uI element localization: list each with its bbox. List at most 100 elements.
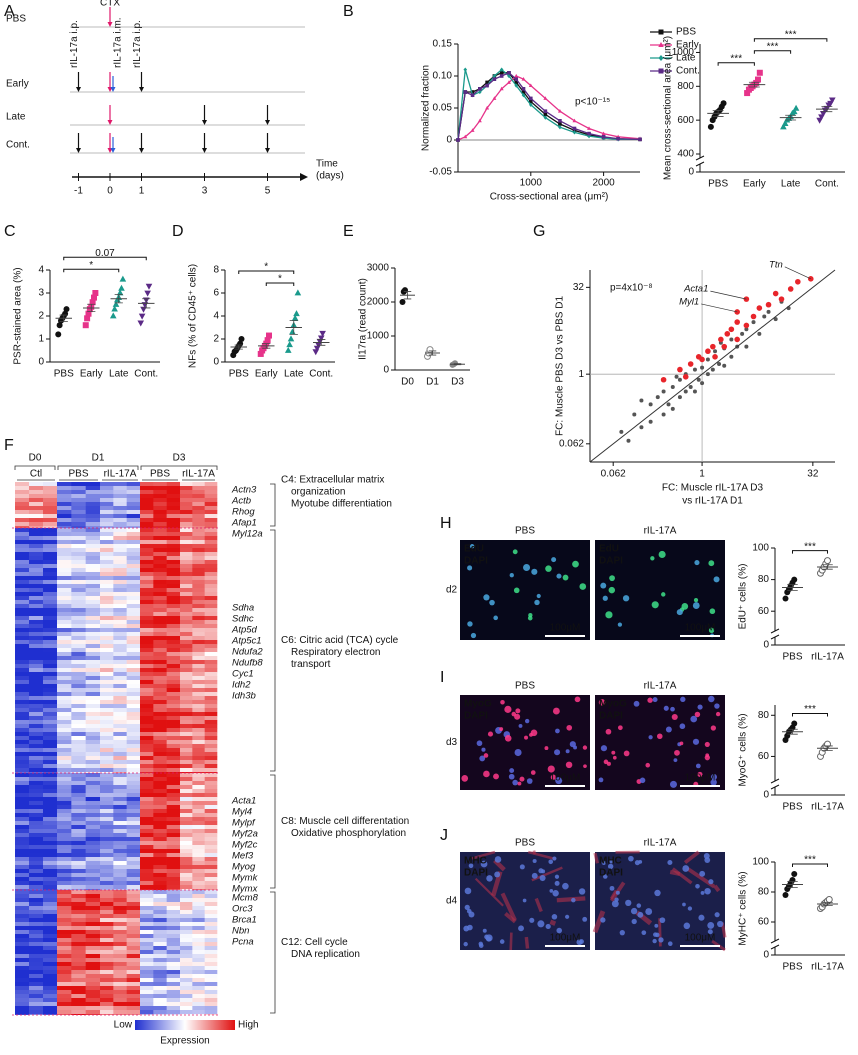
heatmap-cell <box>86 502 101 506</box>
nucleus <box>483 594 489 600</box>
heatmap-cell <box>86 732 101 736</box>
heatmap-cell <box>86 768 101 772</box>
nucleus <box>618 622 622 626</box>
heatmap-cell <box>71 756 86 760</box>
heatmap-cell <box>113 740 127 744</box>
heatmap-cell <box>113 1010 127 1014</box>
heatmap-cell <box>127 958 141 962</box>
heatmap-cell <box>57 994 72 998</box>
nucleus <box>531 770 536 775</box>
sig-label: * <box>278 274 282 285</box>
heatmap-cell <box>153 946 167 950</box>
heatmap-cell <box>205 841 218 845</box>
heatmap-cell <box>100 668 114 672</box>
point <box>688 361 694 367</box>
heatmap-cell <box>180 506 193 510</box>
point <box>678 378 682 382</box>
heatmap-cell <box>29 652 43 656</box>
row-label: PBS <box>6 14 26 25</box>
heatmap-cell <box>192 740 205 744</box>
heatmap-cell <box>127 572 141 576</box>
heatmap-cell <box>43 648 57 652</box>
nucleus <box>514 588 520 594</box>
point <box>671 407 675 411</box>
heatmap-cell <box>153 580 167 584</box>
heatmap-cell <box>15 914 29 918</box>
heatmap-cell <box>15 934 29 938</box>
heatmap-cell <box>15 950 29 954</box>
heatmap-cell <box>153 708 167 712</box>
y-tick-label: 60 <box>758 606 770 617</box>
heatmap-cell <box>100 548 114 552</box>
heatmap-cell <box>167 518 181 522</box>
heatmap-cell <box>127 684 141 688</box>
heatmap-cell <box>140 966 154 970</box>
x-tick-label: 0.062 <box>601 469 626 480</box>
heatmap-cell <box>153 660 167 664</box>
heatmap-cell <box>127 926 141 930</box>
heatmap-cell <box>127 498 141 502</box>
gene-label: Idh2 <box>232 680 251 691</box>
heatmap-cell <box>71 962 86 966</box>
point <box>744 323 750 329</box>
heatmap-cell <box>43 950 57 954</box>
heatmap-cell <box>127 946 141 950</box>
heatmap-cell <box>100 522 114 526</box>
nucleus <box>650 556 654 560</box>
heatmap-cell <box>15 612 29 616</box>
heatmap-cell <box>140 764 154 768</box>
point <box>671 385 675 389</box>
heatmap-cell <box>167 809 181 813</box>
heatmap-cell <box>71 494 86 498</box>
heatmap-cell <box>205 572 218 576</box>
heatmap-cell <box>153 902 167 906</box>
heatmap-cell <box>180 966 193 970</box>
heatmap-cell <box>15 845 29 849</box>
heatmap-cell <box>167 764 181 768</box>
heatmap-cell <box>113 978 127 982</box>
heatmap-cell <box>127 797 141 801</box>
heatmap-cell <box>15 833 29 837</box>
nucleus <box>533 859 537 863</box>
heatmap-cell <box>153 568 167 572</box>
heatmap-cell <box>29 865 43 869</box>
heatmap-cell <box>57 576 72 580</box>
heatmap-cell <box>71 648 86 652</box>
heatmap-cell <box>86 809 101 813</box>
heatmap-cell <box>140 696 154 700</box>
series-line <box>458 73 640 140</box>
cluster-label: Oxidative phosphorylation <box>291 828 406 839</box>
heatmap-cell <box>86 486 101 490</box>
gene-label: Brca1 <box>232 915 257 926</box>
heatmap-cell <box>43 676 57 680</box>
heatmap-cell <box>43 564 57 568</box>
heatmap-cell <box>167 805 181 809</box>
heatmap-cell <box>29 966 43 970</box>
heatmap-cell <box>57 756 72 760</box>
heatmap-cell <box>113 700 127 704</box>
point <box>744 345 748 349</box>
heatmap-cell <box>180 744 193 748</box>
heatmap-cell <box>113 536 127 540</box>
nucleus <box>544 746 548 750</box>
heatmap-cell <box>57 793 72 797</box>
heatmap-cell <box>153 692 167 696</box>
x-tick-label: Cont. <box>309 369 333 380</box>
heatmap-cell <box>153 652 167 656</box>
y-tick-label: -0.05 <box>429 167 452 178</box>
heatmap-cell <box>192 865 205 869</box>
heatmap-cell <box>113 914 127 918</box>
heatmap-cell <box>180 612 193 616</box>
heatmap-cell <box>153 990 167 994</box>
point <box>639 425 643 429</box>
heatmap-cell <box>167 660 181 664</box>
heatmap-cell <box>192 744 205 748</box>
heatmap-cell <box>15 644 29 648</box>
heatmap-cell <box>71 970 86 974</box>
heatmap-cell <box>113 910 127 914</box>
heatmap-cell <box>127 616 141 620</box>
heatmap-cell <box>71 833 86 837</box>
heatmap-cell <box>71 974 86 978</box>
heatmap-cell <box>71 600 86 604</box>
heatmap-cell <box>57 716 72 720</box>
